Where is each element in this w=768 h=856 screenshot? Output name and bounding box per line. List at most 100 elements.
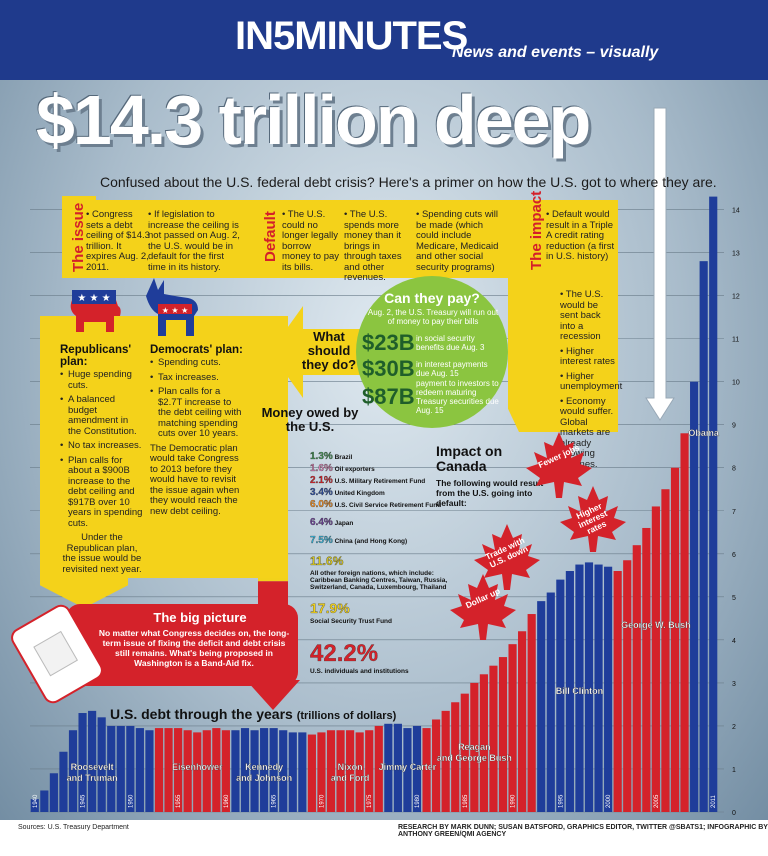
impact-item: • Higher interest rates (560, 345, 615, 367)
money-owed-pct: 1.6% (310, 463, 333, 474)
impact-intro-text: Default would result in a Triple A credi… (546, 209, 615, 262)
chart-title-text: U.S. debt through the years (110, 706, 293, 722)
chart-bar (154, 728, 164, 812)
x-tick-label: 1950 (128, 794, 134, 808)
money-owed-label: 1.6% Oil exporters (310, 458, 375, 476)
maple-leaf-icon: Trade with U.S. down (470, 520, 544, 594)
chart-bar (97, 717, 106, 812)
x-tick-label: 2011 (711, 794, 717, 808)
chart-bar (403, 728, 412, 812)
money-owed-label: 6.4% Japan (310, 512, 354, 530)
y-tick-label: 0 (732, 810, 736, 817)
x-tick-label: 1960 (224, 794, 230, 808)
chart-bar (518, 631, 527, 812)
money-owed-label: 3.4% United Kingdom (310, 482, 385, 500)
money-owed-pct: 11.6% (310, 554, 344, 568)
impact-item: • The U.S. would be sent back into a rec… (560, 289, 604, 342)
chart-bar (59, 751, 68, 812)
y-tick-label: 12 (732, 294, 740, 301)
chart-bar (537, 601, 546, 812)
x-tick-label: 1995 (558, 794, 564, 808)
chart-bar (498, 657, 508, 812)
impact-item: • Higher unemployment (560, 370, 623, 392)
issue-label: The issue (70, 202, 87, 272)
chart-bar (355, 732, 364, 812)
chart-bar (604, 566, 613, 812)
president-label: George W. Bush (621, 620, 691, 630)
republicans-list: Huge spending cuts. A balanced budget am… (60, 369, 144, 530)
money-owed-label-text: Social Security Trust Fund (310, 618, 392, 625)
republican-elephant-icon: ★ ★ ★ (66, 286, 122, 338)
chart-bar (298, 732, 307, 812)
president-label: Obama (688, 428, 720, 438)
president-label: Eisenhower (172, 762, 223, 772)
money-owed-label: 11.6% All other foreign nations, which i… (310, 552, 460, 591)
money-owed-label-text: Japan (332, 520, 354, 527)
chart-bar (202, 730, 211, 812)
chart-bar (623, 560, 632, 812)
chart-bar (164, 728, 173, 812)
default-col2: The U.S. spends more money than it bring… (344, 209, 402, 283)
republicans-plan: Republicans' plan: Huge spending cuts. A… (60, 344, 144, 575)
president-label: Jimmy Carter (379, 762, 437, 772)
header-bar (0, 0, 768, 80)
subheadline: Confused about the U.S. federal debt cri… (100, 174, 717, 190)
chart-bar (336, 730, 345, 812)
money-owed-title: Money owed by the U.S. (261, 405, 359, 434)
democrats-title: Democrats' plan: (150, 344, 243, 356)
chart-bar (546, 592, 555, 812)
x-tick-label: 1940 (33, 794, 39, 808)
money-owed-pct: 2.1% (310, 475, 333, 486)
plan-item: Spending cuts. (150, 357, 246, 369)
chart-bar (699, 261, 708, 812)
plan-item: Plan calls for a $2.7T increase to the d… (150, 386, 246, 440)
y-tick-label: 5 (732, 595, 736, 602)
chart-bar (326, 730, 336, 812)
money-owed-label-text: Oil exporters (332, 466, 375, 473)
chart-bar (260, 728, 269, 812)
chart-bar (307, 734, 316, 812)
chart-bar (670, 467, 680, 812)
top-yellow-band (62, 200, 562, 278)
chart-bar (30, 799, 39, 812)
x-tick-label: 2000 (606, 794, 612, 808)
chart-bar (432, 719, 441, 812)
chart-bar (346, 730, 355, 812)
x-tick-label: 1955 (176, 794, 182, 808)
impact-canada-intro: The following would result from the U.S.… (436, 478, 544, 508)
x-tick-label: 1945 (81, 794, 87, 808)
big-picture-box (66, 604, 298, 686)
y-tick-label: 6 (732, 552, 736, 559)
chart-bar (632, 545, 641, 812)
issue-col2: If legislation to increase the ceiling i… (148, 209, 240, 273)
plan-item: Plan calls for about a $900B increase to… (60, 455, 144, 530)
democrat-donkey-icon: ★ ★ ★ (144, 276, 202, 340)
default-text-1: • The U.S. could no longer legally borro… (282, 209, 340, 273)
default-col1: The U.S. could no longer legally borrow … (282, 209, 340, 273)
default-label: Default (262, 211, 279, 262)
chart-bar (126, 725, 135, 812)
republicans-footer: Under the Republican plan, the issue wou… (62, 532, 142, 575)
can-they-pay-list: $23B in social security benefits due Aug… (362, 330, 504, 415)
president-label: and Truman (67, 773, 118, 783)
chart-bar (88, 710, 97, 812)
maple-leaf-icon: Dollar up (446, 570, 520, 644)
money-owed-arrow (246, 680, 300, 710)
plan-item: A balanced budget amendment in the Const… (60, 394, 144, 437)
pay-amount: $87B (362, 384, 415, 409)
band-aid-pad (33, 630, 78, 677)
pay-amount: $23B (362, 330, 415, 355)
y-tick-label: 7 (732, 509, 736, 516)
money-owed-label-text: All other foreign nations, which include… (310, 570, 448, 591)
chart-bar (470, 682, 479, 812)
impact-list: • The U.S. would be sent back into a rec… (560, 289, 623, 470)
president-label: and Ford (331, 773, 370, 783)
president-label: Kennedy (245, 762, 283, 772)
big-picture-title: The big picture (153, 610, 247, 625)
chart-bar (78, 713, 87, 812)
y-tick-label: 11 (732, 337, 739, 344)
default-text-3: • Spending cuts will be made (which coul… (416, 209, 499, 273)
democrats-list: Spending cuts. Tax increases. Plan calls… (150, 357, 246, 440)
chart-bar (460, 693, 469, 812)
